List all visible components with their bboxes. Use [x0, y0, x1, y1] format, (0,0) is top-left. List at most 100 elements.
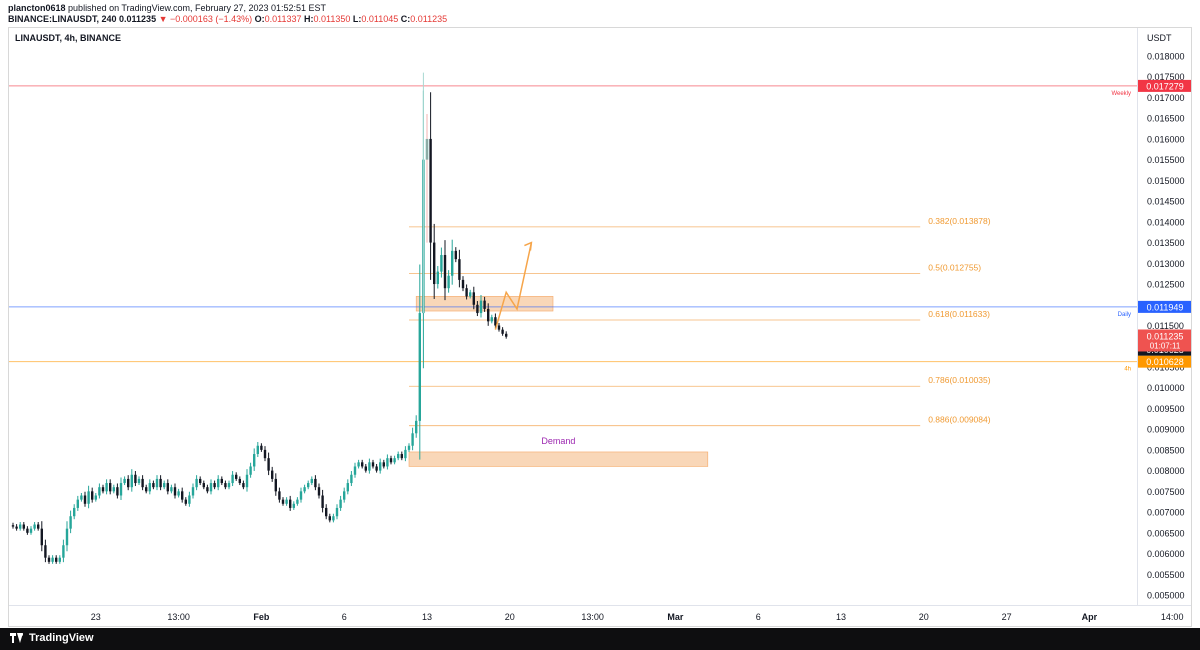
candle-body [155, 478, 159, 488]
price-line-value: 0.011949 [1147, 302, 1184, 312]
price-chart[interactable]: 0.018000 0.017500 0.017000 0.016500 0.016000… [9, 28, 1191, 626]
candle-body [479, 300, 483, 314]
candle-body [472, 292, 475, 305]
plot-area [9, 28, 1137, 605]
fib-level-label: 0.786(0.010035) [928, 375, 991, 385]
tradingview-logo[interactable]: TradingView [10, 632, 94, 644]
price-line-value: 0.017279 [1146, 81, 1184, 91]
candle-body [436, 271, 439, 285]
candle-body [83, 495, 87, 504]
candle-body [37, 524, 40, 529]
price-line-label: Daily [1118, 312, 1131, 318]
candle-body [105, 483, 108, 492]
candle-body [332, 516, 335, 521]
low-key: L: [352, 14, 362, 24]
candle-body [137, 478, 141, 484]
candle-body [134, 474, 137, 484]
candle-body [224, 483, 227, 488]
candle-body [256, 445, 259, 455]
y-tick-label: 0.005000 [1147, 591, 1185, 601]
candle-body [483, 300, 486, 309]
candle-body [101, 487, 105, 492]
price-line-label: 4h [1124, 367, 1131, 373]
candle-body [29, 528, 33, 533]
candle-body [310, 478, 313, 484]
y-tick-label: 0.018000 [1147, 52, 1185, 62]
candle-body [469, 292, 472, 297]
candle-body [235, 474, 238, 479]
last-price: 0.011235 [119, 14, 157, 24]
candle-body [494, 317, 497, 326]
candle-body [202, 483, 205, 488]
candle-body [278, 491, 281, 500]
high-key: H: [304, 14, 314, 24]
candle-body [415, 420, 418, 434]
publish-line: plancton0618 published on TradingView.co… [8, 3, 326, 13]
candle-body [15, 526, 18, 529]
x-tick-label: Apr [1082, 612, 1098, 622]
price-line-label: Weekly [1111, 91, 1131, 97]
candle-body [73, 507, 76, 517]
candle-body [325, 507, 328, 517]
candle-body [119, 483, 123, 496]
chart-panel[interactable]: 0.018000 0.017500 0.017000 0.016500 0.016000… [8, 27, 1192, 627]
candle-body [505, 333, 508, 337]
candle-body [379, 462, 382, 471]
candle-body [181, 491, 184, 500]
candle-body [335, 507, 339, 517]
y-tick-label: 0.016000 [1147, 134, 1185, 144]
candle-body [123, 478, 126, 484]
candle-body [44, 545, 47, 558]
projection-arrowhead [524, 241, 533, 251]
candle-body [191, 487, 195, 496]
fib-level-label: 0.5(0.012755) [928, 262, 981, 272]
candle-body [364, 466, 367, 471]
candle-body [130, 474, 133, 488]
x-tick-label: 13 [836, 612, 846, 622]
candle-body [199, 478, 202, 484]
candle-body [94, 495, 97, 500]
price-line-badge [1138, 355, 1191, 368]
symbol-label: BINANCE:LINAUSDT, 240 [8, 14, 117, 24]
candle-body [350, 474, 353, 484]
candle-body [163, 483, 166, 488]
candle-body [51, 557, 54, 562]
candle-body [98, 487, 101, 496]
candle-body [145, 487, 148, 492]
candle-body [33, 524, 36, 529]
candle-body [231, 474, 234, 484]
candle-body [227, 483, 231, 488]
x-tick-label: 6 [756, 612, 761, 622]
candle-body [152, 483, 155, 488]
y-tick-label: 0.017000 [1147, 93, 1185, 103]
x-tick-label: 6 [342, 612, 347, 622]
zone-box [408, 451, 709, 467]
x-tick-label: 13 [422, 612, 432, 622]
candle-body [69, 516, 72, 529]
price-line-value: 0.010628 [1146, 357, 1184, 367]
candle-body [321, 495, 324, 508]
y-tick-label: 0.007000 [1147, 508, 1185, 518]
candle-body [263, 449, 267, 459]
candle-body [267, 458, 270, 471]
projection-path [494, 242, 533, 330]
candle-body [465, 288, 468, 297]
candle-body [289, 499, 292, 508]
candle-body [55, 557, 58, 562]
candle-body [58, 557, 61, 562]
candle-body [443, 255, 447, 289]
candle-body [346, 483, 349, 492]
author-name[interactable]: plancton0618 [8, 3, 66, 13]
footer-bar: TradingView [0, 628, 1200, 650]
candle-body [62, 545, 65, 558]
candle-body [429, 138, 432, 243]
price-line-badge [1138, 300, 1191, 313]
y-tick-label: 0.008000 [1147, 466, 1185, 476]
candle-body [159, 478, 162, 488]
y-tick-label: 0.008500 [1147, 445, 1185, 455]
candle-body [440, 255, 443, 272]
open-value: 0.011337 [264, 14, 302, 24]
candle-body [458, 259, 461, 280]
candle-body [299, 491, 303, 500]
candle-body [127, 478, 130, 488]
